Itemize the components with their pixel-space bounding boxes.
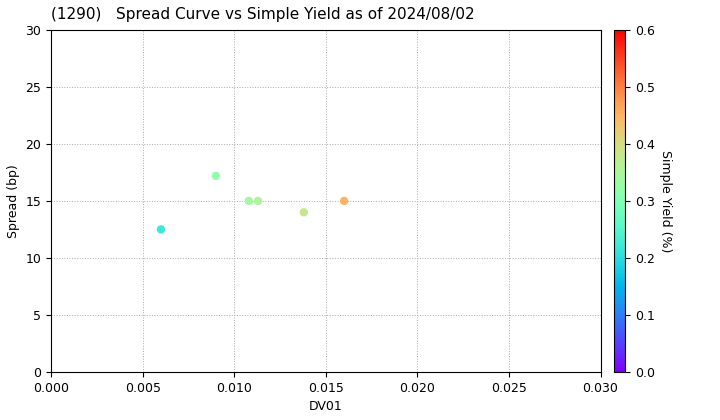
X-axis label: DV01: DV01: [309, 400, 343, 413]
Y-axis label: Spread (bp): Spread (bp): [7, 164, 20, 238]
Point: [210, 173, 222, 179]
Point: [338, 197, 350, 204]
Y-axis label: Simple Yield (%): Simple Yield (%): [659, 150, 672, 252]
Text: (1290)   Spread Curve vs Simple Yield as of 2024/08/02: (1290) Spread Curve vs Simple Yield as o…: [51, 7, 474, 22]
Point: [298, 209, 310, 215]
Point: [252, 197, 264, 204]
Point: [243, 197, 255, 204]
Point: [156, 226, 167, 233]
